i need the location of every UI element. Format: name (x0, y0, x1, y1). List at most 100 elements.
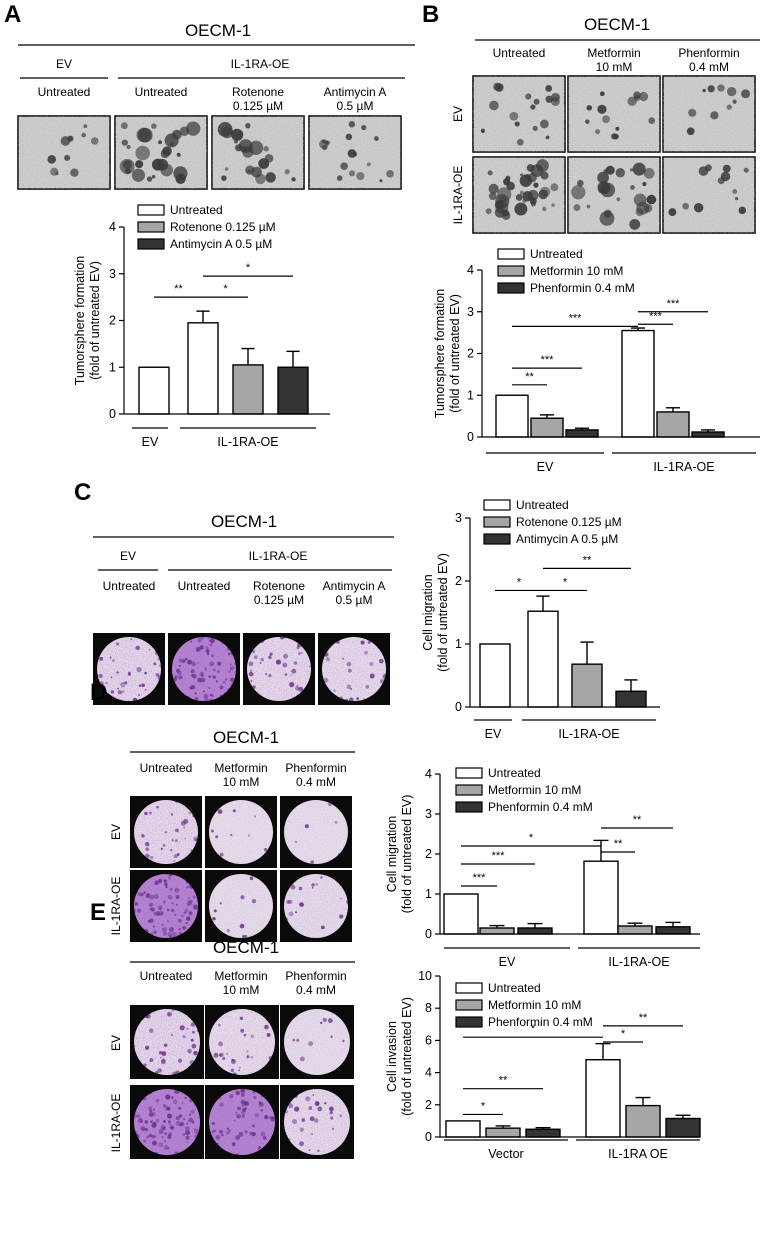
significance-label: ** (639, 1012, 648, 1024)
group-label: EV (537, 460, 554, 474)
panel-c-group-oe: IL-1RA-OE (249, 549, 308, 563)
significance-label: * (563, 576, 568, 588)
bar (485, 1127, 521, 1138)
legend-label: Metformin 10 mM (530, 264, 623, 278)
bar (615, 690, 647, 708)
legend-label: Untreated (488, 766, 541, 780)
panel-e-row-label: IL-1RA-OE (109, 1094, 123, 1153)
panel-a-micrograph (211, 115, 305, 190)
bar (617, 925, 653, 935)
significance-label: ** (583, 554, 592, 566)
y-tick-label: 1 (455, 637, 462, 651)
panel-e-column-label: Metformin 10 mM (214, 969, 267, 997)
y-tick-label: 3 (109, 267, 116, 281)
significance-label: ** (174, 283, 183, 295)
y-tick-label: 1 (425, 887, 432, 901)
group-label: Vector (488, 1147, 523, 1161)
y-tick-label: 10 (418, 969, 432, 983)
significance-label: *** (473, 872, 487, 884)
panel-e-well (130, 1085, 204, 1159)
y-tick-label: 1 (109, 360, 116, 374)
legend-swatch (455, 767, 483, 779)
significance-label: ** (525, 371, 534, 383)
panel-c-condition-label: Untreated (178, 579, 231, 593)
legend-swatch (497, 248, 525, 260)
legend-swatch (455, 982, 483, 994)
bar (565, 429, 599, 438)
y-tick-label: 2 (425, 1098, 432, 1112)
significance-label: *** (667, 298, 681, 310)
panel-d-row-label: EV (109, 824, 123, 840)
legend-swatch (483, 533, 511, 545)
group-label: IL-1RA-OE (217, 435, 278, 449)
panel-a-chart: 0 1 2 3 4 Tumorsphere formation(fold of untre… (73, 203, 330, 449)
panel-c-condition-label: Rotenone 0.125 µM (253, 579, 305, 607)
bar (232, 364, 264, 415)
bar (621, 329, 655, 438)
significance-label: *** (569, 312, 583, 324)
legend-label: Phenformin 0.4 mM (488, 1015, 593, 1029)
panel-e-column-label: Untreated (140, 969, 193, 983)
legend-label: Untreated (516, 498, 569, 512)
legend-label: Untreated (170, 203, 223, 217)
y-tick-label: 4 (425, 1066, 432, 1080)
panel-b-micrograph (567, 156, 661, 234)
group-label: IL-1RA-OE (558, 727, 619, 741)
legend-label: Phenformin 0.4 mM (488, 800, 593, 814)
group-label: EV (142, 435, 159, 449)
bar (583, 860, 619, 935)
panel-a-condition-label: Antimycin A 0.5 µM (324, 85, 387, 113)
bar (517, 927, 553, 935)
panel-d-well (130, 870, 202, 942)
panel-c-well (168, 633, 240, 705)
panel-c-well (93, 633, 165, 705)
significance-label: * (529, 832, 534, 844)
y-tick-label: 1 (467, 388, 474, 402)
y-axis-label: Cell migration(fold of untreated EV) (421, 553, 450, 672)
y-axis-label: Tumorsphere formation(fold of untreated … (73, 256, 102, 385)
y-tick-label: 3 (425, 807, 432, 821)
legend-swatch (137, 238, 165, 250)
legend-swatch (455, 999, 483, 1011)
legend-label: Antimycin A 0.5 µM (516, 532, 618, 546)
y-axis-label: Cell invasion(fold of untreated EV) (385, 997, 414, 1116)
bar (571, 663, 603, 708)
legend-label: Antimycin A 0.5 µM (170, 237, 272, 251)
panel-d-chart: 0 1 2 3 4 Cell migration(fold of untreated EV… (385, 766, 700, 969)
panel-c-condition-label: Antimycin A 0.5 µM (323, 579, 386, 607)
panel-b-micrograph (567, 75, 661, 153)
panel-b-column-label: Untreated (493, 46, 546, 60)
bar (187, 322, 219, 415)
panel-a-condition-label: Rotenone 0.125 µM (232, 85, 284, 113)
bar (277, 366, 309, 415)
significance-label: *** (649, 310, 663, 322)
group-label: IL-1RA OE (608, 1147, 668, 1161)
panel-b-row-label: EV (451, 106, 465, 122)
y-tick-label: 0 (425, 1130, 432, 1144)
panel-c-chart: 0 1 2 3 Cell migration(fold of untreated EV)… (421, 498, 660, 741)
y-tick-label: 2 (467, 347, 474, 361)
panel-c-well (318, 633, 390, 705)
group-label: EV (485, 727, 502, 741)
panel-d-well (280, 870, 352, 942)
panel-d-header: OECM-1 (213, 728, 279, 747)
panel-b-micrograph (472, 156, 566, 234)
panel-e-column-label: Phenformin 0.4 mM (285, 969, 346, 997)
panel-b-header: OECM-1 (584, 15, 650, 34)
panel-b-column-label: Phenformin 0.4 mM (678, 46, 739, 74)
panel-d-well (205, 796, 277, 868)
y-tick-label: 4 (109, 220, 116, 234)
panel-b-micrograph (662, 75, 756, 153)
bar (495, 394, 529, 438)
y-tick-label: 3 (467, 305, 474, 319)
panel-e-row-label: EV (109, 1035, 123, 1051)
bar (665, 1117, 701, 1138)
bar (625, 1104, 661, 1138)
panel-c-well (243, 633, 315, 705)
panel-b-column-label: Metformin 10 mM (587, 46, 640, 74)
panel-b-chart: 0 1 2 3 4 Tumorsphere formation(fold of untre… (433, 247, 760, 474)
group-label: IL-1RA-OE (608, 955, 669, 969)
legend-swatch (483, 516, 511, 528)
legend-label: Rotenone 0.125 µM (516, 515, 622, 529)
significance-label: *** (492, 850, 506, 862)
